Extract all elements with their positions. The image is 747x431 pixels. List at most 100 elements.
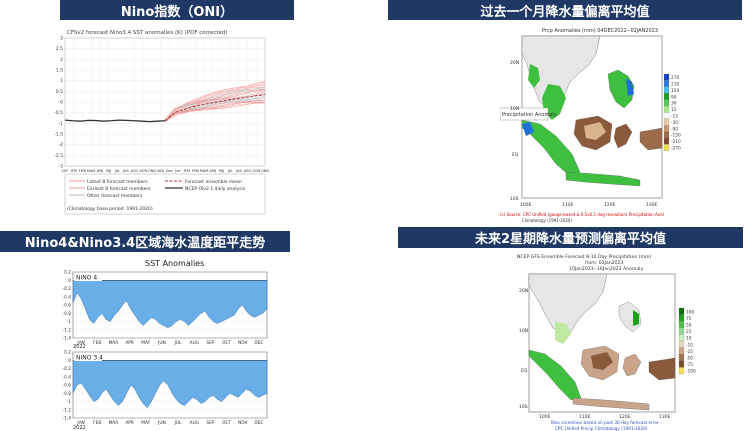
forecast-footer-2: CPC Unified Precip Climatology (1991-202…	[555, 426, 648, 431]
fc-lat-10n: 10N	[519, 328, 528, 334]
fc-lon-110e: 110E	[579, 414, 591, 420]
sst-y-tick-label: -1	[67, 399, 72, 405]
sst-month-label: SEP	[206, 340, 214, 346]
header-nino-trend: Nino4&Nino3.4区域海水温度距平走势	[0, 231, 290, 252]
oni-x-tick-label: MJJ	[106, 169, 111, 173]
legend-color-swatch	[663, 105, 670, 113]
legend-value-label: -15	[671, 114, 678, 120]
sst-month-label: FEB	[93, 340, 101, 346]
sst-nino4-label: NINO 4	[76, 275, 97, 282]
legend-color-swatch	[663, 125, 670, 132]
legend-value-label: -10	[686, 342, 693, 348]
java-lesser-sunda-land	[565, 171, 641, 187]
legend-color-swatch	[663, 144, 670, 151]
oni-y-tick-label: 2	[60, 57, 63, 63]
legend-value-label: 30	[671, 101, 677, 107]
sst-chart-title: SST Anomalies	[145, 259, 204, 268]
precip-past-lon-120e: 120E	[604, 202, 616, 208]
oni-chart-title: CFSv2 forecast Nino3.4 SST anomalies (K)…	[67, 30, 228, 36]
precip-past-panel: Prcp Anomalies (mm) 04DEC2022--02JAN2023…	[500, 24, 684, 224]
oni-forecast-member-line	[164, 94, 266, 121]
legend-color-swatch	[663, 112, 670, 119]
oni-x-tick-label: MAM	[87, 169, 96, 173]
papua-land	[639, 127, 663, 151]
sst-anomaly-area	[72, 360, 268, 409]
precip-past-tooltip[interactable]	[500, 107, 549, 121]
sst-month-label: MAR	[109, 420, 119, 426]
sst-month-label: JAN	[76, 420, 84, 426]
header-precip-forecast: 未来2星期降水量预测偏离平均值	[398, 227, 743, 248]
fc-lon-120e: 120E	[619, 414, 631, 420]
sst-month-label: JUL	[174, 420, 182, 426]
oni-x-tick-label: JAS	[122, 169, 129, 173]
oni-y-tick-label: -1	[59, 121, 64, 127]
legend-value-label: -210	[671, 139, 681, 145]
sst-chart: SST Anomalies 0.2 0 -0.2 -0.4 -0.6 -0.8 -1 -1.2…	[63, 259, 268, 431]
legend-color-swatch	[678, 367, 685, 375]
fc-papua-land	[648, 357, 676, 381]
forecast-title-2: from: 03Jan2023	[585, 260, 623, 266]
sst-y-tick-label: -1	[67, 319, 72, 325]
sst-month-label: NOV	[238, 420, 248, 426]
oni-y-tick-label: 3	[60, 36, 63, 42]
sst-y-tick-label: -0.6	[63, 303, 72, 309]
precip-past-lon-130e: 130E	[646, 202, 658, 208]
oni-y-tick-label: 0	[60, 100, 63, 106]
sst-year-label-1: 2022	[73, 344, 86, 350]
oni-x-tick-label: NDJ	[157, 169, 164, 173]
oni-forecast-member-line	[164, 81, 266, 121]
legend-color-swatch	[678, 360, 685, 368]
precip-past-source-2: Climatology (1991-2020)	[522, 218, 572, 223]
oni-y-tick-label: -3	[59, 164, 64, 170]
legend-color-swatch	[678, 340, 685, 348]
fc-lat-eq: EQ	[521, 368, 528, 374]
legend-color-swatch	[663, 137, 670, 145]
oni-legend-other: Other forecast members	[87, 193, 143, 199]
fc-borneo-dry	[591, 352, 613, 370]
oni-x-tick-label: AMJ	[210, 169, 217, 173]
precip-forecast-map: NCEP GFS Ensemble Forecast 8-14 Day Prec…	[517, 254, 696, 431]
legend-value-label: -75	[686, 362, 693, 368]
sst-nino34-label: NINO 3.4	[76, 355, 103, 362]
legend-value-label: -150	[671, 133, 681, 139]
oni-x-tick-label: MAM	[200, 169, 209, 173]
sst-month-label: OCT	[222, 420, 231, 426]
oni-x-tick-label: AMJ	[96, 169, 103, 173]
sulawesi-land	[613, 123, 633, 149]
fc-sumatra-land	[528, 349, 582, 401]
oni-ensemble-mean-line	[164, 94, 266, 122]
sst-month-label: MAY	[141, 420, 150, 426]
legend-color-swatch	[663, 93, 670, 100]
oni-x-tick-label: JJA	[114, 169, 120, 173]
sumatra-strong-wet	[522, 122, 534, 136]
precip-past-lon-110e: 110E	[562, 202, 574, 208]
sst-month-label: JUN	[157, 420, 166, 426]
oni-forecast-member-line	[164, 100, 266, 122]
sst-year-label-2: 2022	[73, 425, 86, 431]
legend-color-swatch	[678, 334, 685, 342]
legend-value-label: 50	[686, 322, 692, 328]
oni-forecast-member-line	[164, 90, 266, 122]
sst-month-label: MAR	[109, 340, 119, 346]
legend-color-swatch	[663, 99, 670, 107]
legend-color-swatch	[678, 321, 685, 328]
oni-x-tick-label: JJA	[227, 169, 233, 173]
oni-x-tick-label: ASO	[131, 169, 139, 173]
sst-y-tick-label: -1.4	[63, 336, 72, 342]
legend-value-label: 15	[671, 107, 677, 113]
oni-x-tick-label: FMA	[192, 169, 200, 173]
oni-x-tick-label: MJJ	[219, 169, 224, 173]
fc-sulawesi-land	[622, 353, 642, 377]
sst-month-label: OCT	[222, 340, 231, 346]
legend-value-label: -50	[686, 355, 693, 361]
oni-legend-note: (Climatology base period: 1991-2020)	[67, 206, 153, 212]
sst-month-label: APR	[125, 340, 134, 346]
sst-y-tick-label: -0.6	[63, 383, 72, 389]
borneo-dry-core	[584, 122, 606, 140]
oni-x-tick-label: OND	[148, 169, 157, 173]
sst-y-tick-label: 0.2	[64, 270, 71, 276]
oni-legend-earliest: Earliest 8 forecast members	[87, 186, 151, 192]
forecast-title-1: NCEP GFS Ensemble Forecast 8-14 Day Prec…	[517, 254, 651, 260]
legend-color-swatch	[678, 314, 685, 322]
legend-value-label: -270	[671, 146, 681, 152]
